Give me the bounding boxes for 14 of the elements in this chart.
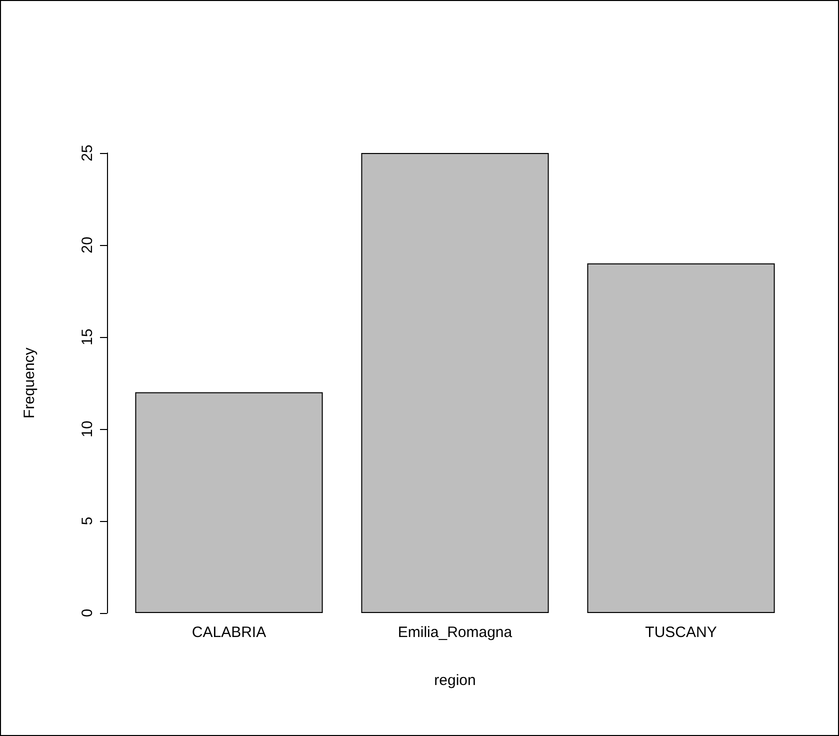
y-tick-label: 10 xyxy=(79,420,96,438)
y-tick-label: 5 xyxy=(79,516,96,526)
y-tick-label: 20 xyxy=(79,236,96,254)
y-tick-label: 25 xyxy=(79,144,96,162)
x-tick-label: CALABRIA xyxy=(192,624,266,641)
y-tick-label: 15 xyxy=(79,328,96,346)
y-axis-title: Frequency xyxy=(21,347,38,418)
x-axis-title: region xyxy=(434,672,476,689)
x-tick-label: TUSCANY xyxy=(645,624,717,641)
y-tick-label: 0 xyxy=(79,608,96,618)
x-tick-label: Emilia_Romagna xyxy=(398,624,513,641)
bar xyxy=(361,153,549,613)
bar xyxy=(135,392,323,613)
bar xyxy=(587,263,775,613)
